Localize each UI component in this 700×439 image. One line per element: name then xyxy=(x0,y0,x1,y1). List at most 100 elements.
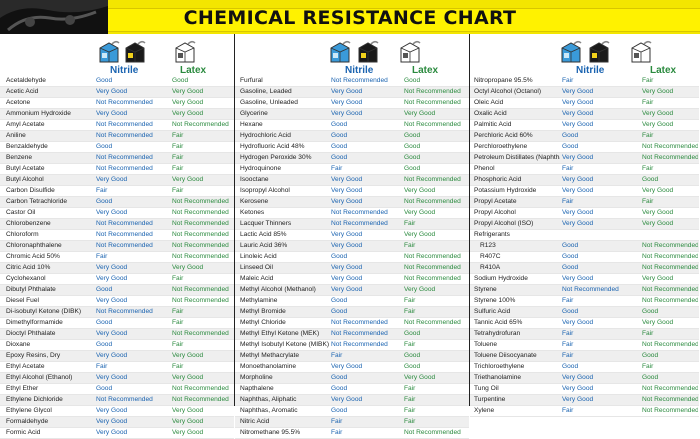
chemical-name: Perchloric Acid 60% xyxy=(474,132,533,139)
nitrile-rating: Good xyxy=(96,341,113,348)
latex-rating: Not Recommended xyxy=(642,385,698,392)
chemical-name: Sulfuric Acid xyxy=(474,308,511,315)
table-row: Nitromethane 95.5% Fair Not Recommended xyxy=(235,428,469,439)
nitrile-rating: Fair xyxy=(96,363,108,370)
nitrile-rating: Not Recommended xyxy=(331,319,388,326)
table-row: R407C Good Not Recommended xyxy=(470,252,699,263)
nitrile-rating: Good xyxy=(562,363,579,370)
nitrile-rating: Very Good xyxy=(96,176,128,183)
table-row: Ethylene Dichloride Not Recommended Not Re… xyxy=(0,395,234,406)
chemical-name: Nitric Acid xyxy=(240,418,270,425)
nitrile-rating: Good xyxy=(331,374,348,381)
latex-header: Latex xyxy=(180,65,207,76)
nitrile-rating: Not Recommended xyxy=(96,121,153,128)
nitrile-rating: Very Good xyxy=(96,429,128,436)
nitrile-rating: Very Good xyxy=(562,110,594,117)
nitrile-rating: Good xyxy=(331,407,348,414)
nitrile-rating: Very Good xyxy=(96,110,128,117)
chemical-name: Morpholine xyxy=(240,374,273,381)
latex-rating: Not Recommended xyxy=(642,407,698,414)
latex-rating: Not Recommended xyxy=(404,176,461,183)
nitrile-rating: Good xyxy=(562,143,579,150)
table-row: Toluene Fair Not Recommended xyxy=(470,340,699,351)
nitrile-rating: Very Good xyxy=(562,99,594,106)
chemical-name: Palmitic Acid xyxy=(474,121,512,128)
latex-header: Latex xyxy=(412,65,439,76)
nitrile-rating: Good xyxy=(331,132,348,139)
product-logos xyxy=(96,40,206,66)
latex-rating: Not Recommended xyxy=(172,121,229,128)
latex-rating: Fair xyxy=(172,154,184,161)
latex-rating: Not Recommended xyxy=(642,264,698,271)
table-row: Castor Oil Very Good Not Recommended xyxy=(0,208,234,219)
latex-rating: Not Recommended xyxy=(404,429,461,436)
chemical-name: Hexane xyxy=(240,121,263,128)
latex-rating: Very Good xyxy=(642,275,674,282)
table-row: Methyl Bromide Good Fair xyxy=(235,307,469,318)
table-row: Phosphoric Acid Very Good Good xyxy=(470,175,699,186)
table-row: Perchloric Acid 60% Good Fair xyxy=(470,131,699,142)
table-row: Acetaldehyde Good Good xyxy=(0,76,234,87)
latex-rating: Fair xyxy=(404,418,416,425)
latex-rating: Not Recommended xyxy=(172,220,229,227)
glove-box-icon-white xyxy=(397,40,423,66)
latex-rating: Not Recommended xyxy=(172,330,229,337)
nitrile-rating: Very Good xyxy=(331,264,363,271)
latex-rating: Fair xyxy=(404,385,416,392)
nitrile-rating: Very Good xyxy=(96,275,128,282)
latex-rating: Not Recommended xyxy=(404,253,461,260)
table-row: Monoethanolamine Very Good Good xyxy=(235,362,469,373)
nitrile-rating: Fair xyxy=(331,352,343,359)
table-row: Ethylene Glycol Very Good Very Good xyxy=(0,406,234,417)
latex-rating: Not Recommended xyxy=(172,209,229,216)
latex-rating: Good xyxy=(404,154,421,161)
table-row: Triethanolamine Very Good Good xyxy=(470,373,699,384)
chemical-name: Lactic Acid 85% xyxy=(240,231,287,238)
table-row: Nitric Acid Fair Fair xyxy=(235,417,469,428)
latex-rating: Very Good xyxy=(404,209,436,216)
chemical-name: Acetaldehyde xyxy=(6,77,46,84)
table-row: Ethyl Acetate Fair Fair xyxy=(0,362,234,373)
latex-rating: Very Good xyxy=(172,264,204,271)
latex-rating: Not Recommended xyxy=(642,286,698,293)
chemical-name: Lacquer Thinners xyxy=(240,220,292,227)
latex-rating: Fair xyxy=(642,330,654,337)
latex-rating: Not Recommended xyxy=(404,319,461,326)
chemical-name: Epoxy Resins, Dry xyxy=(6,352,61,359)
nitrile-rating: Not Recommended xyxy=(331,220,388,227)
table-row: R123 Good Not Recommended xyxy=(470,241,699,252)
table-row: Refrigerants xyxy=(470,230,699,241)
chemical-name: Propyl Alcohol xyxy=(474,209,516,216)
table-row: Cyclohexanol Very Good Fair xyxy=(0,274,234,285)
nitrile-rating: Very Good xyxy=(562,275,594,282)
chemical-name: Acetone xyxy=(6,99,31,106)
latex-rating: Very Good xyxy=(172,352,204,359)
nitrile-rating: Very Good xyxy=(331,198,363,205)
table-row: Benzene Not Recommended Fair xyxy=(0,153,234,164)
latex-rating: Not Recommended xyxy=(642,143,698,150)
latex-rating: Good xyxy=(172,77,189,84)
chemical-name: Lauric Acid 36% xyxy=(240,242,288,249)
latex-rating: Not Recommended xyxy=(172,396,229,403)
table-row: Ketones Not Recommended Very Good xyxy=(235,208,469,219)
latex-rating: Fair xyxy=(404,308,416,315)
chemical-name: Toluene Diisocyanate xyxy=(474,352,537,359)
table-row: Furfural Not Recommended Good xyxy=(235,76,469,87)
chemical-name: Formic Acid xyxy=(6,429,41,436)
nitrile-rating: Very Good xyxy=(562,396,594,403)
latex-rating: Fair xyxy=(404,396,416,403)
nitrile-rating: Good xyxy=(331,308,348,315)
chemical-name: Toluene xyxy=(474,341,498,348)
table-row: Octyl Alcohol (Octanol) Very Good Very Goo… xyxy=(470,87,699,98)
nitrile-rating: Fair xyxy=(331,418,343,425)
latex-rating: Fair xyxy=(404,341,416,348)
table-row: Morpholine Good Very Good xyxy=(235,373,469,384)
table-row: Carbon Disulfide Fair Fair xyxy=(0,186,234,197)
chemical-column-2: Nitrile Latex Furfural Not Recommended Good G… xyxy=(235,34,470,439)
latex-rating: Fair xyxy=(404,297,416,304)
latex-rating: Very Good xyxy=(172,99,204,106)
nitrile-rating: Not Recommended xyxy=(96,242,153,249)
nitrile-header: Nitrile xyxy=(110,65,139,76)
nitrile-rating: Fair xyxy=(562,341,574,348)
chemical-name: Chlorobenzene xyxy=(6,220,51,227)
